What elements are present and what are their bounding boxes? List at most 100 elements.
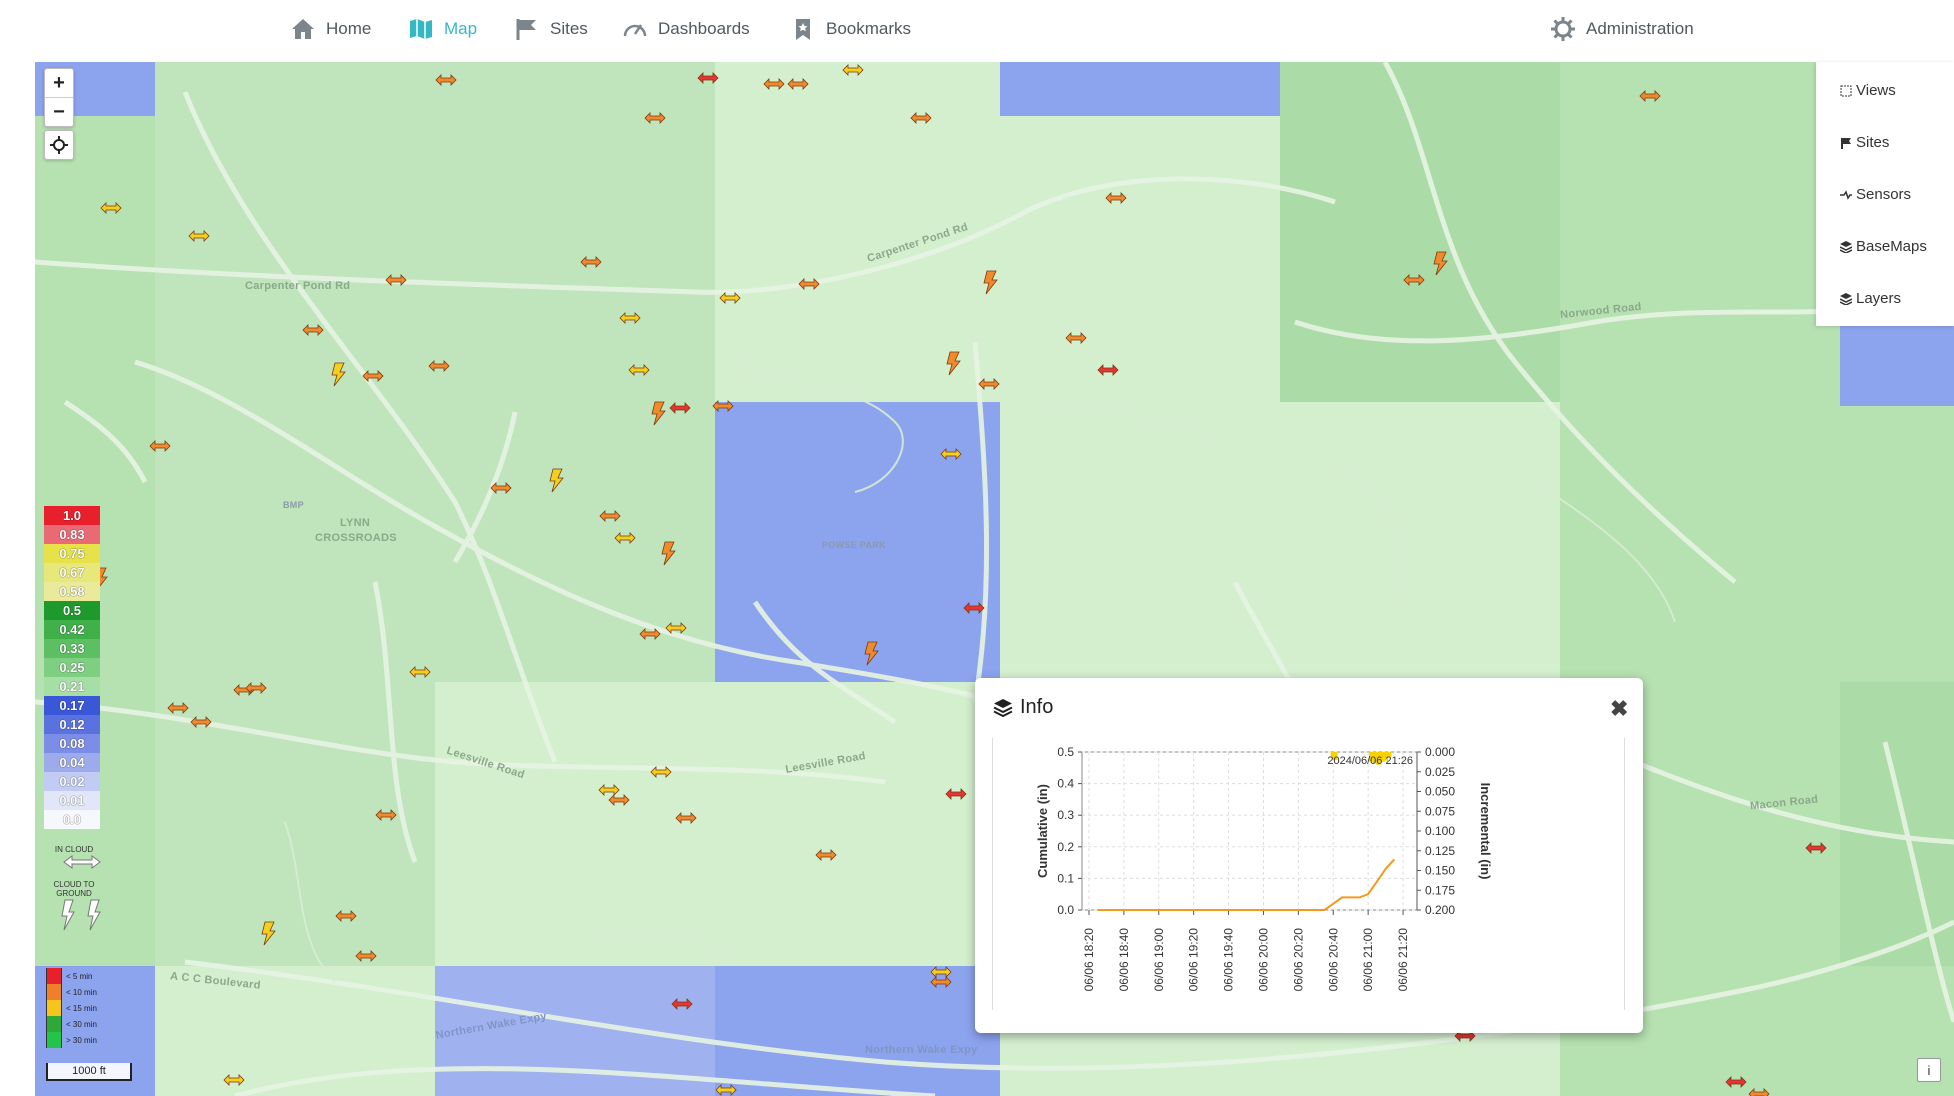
- legend-value: 0.33: [44, 639, 100, 658]
- legend-value: 0.21: [44, 677, 100, 696]
- panel-basemaps-button[interactable]: BaseMaps: [1840, 238, 1927, 255]
- zoom-in-button[interactable]: +: [53, 71, 65, 94]
- in-cloud-marker[interactable]: [1639, 90, 1661, 102]
- in-cloud-marker[interactable]: [1097, 364, 1119, 376]
- attribution-info-button[interactable]: i: [1917, 1058, 1941, 1082]
- in-cloud-marker[interactable]: [608, 794, 630, 806]
- in-cloud-marker[interactable]: [671, 998, 693, 1010]
- in-cloud-marker[interactable]: [675, 812, 697, 824]
- in-cloud-marker[interactable]: [639, 628, 661, 640]
- in-cloud-marker[interactable]: [1748, 1088, 1770, 1096]
- in-cloud-marker[interactable]: [697, 72, 719, 84]
- cloud-to-ground-marker[interactable]: [660, 540, 678, 566]
- nav-dashboards[interactable]: Dashboards: [622, 14, 750, 44]
- in-cloud-marker[interactable]: [650, 766, 672, 778]
- in-cloud-marker[interactable]: [1403, 274, 1425, 286]
- panel-layers-button[interactable]: Layers: [1840, 290, 1901, 307]
- close-button[interactable]: ✖: [1610, 696, 1629, 721]
- y2-tick-label: 0.100: [1425, 824, 1455, 838]
- in-cloud-marker[interactable]: [435, 74, 457, 86]
- in-cloud-marker[interactable]: [1065, 332, 1087, 344]
- in-cloud-marker[interactable]: [375, 809, 397, 821]
- incremental-bar: [1386, 752, 1392, 757]
- in-cloud-marker[interactable]: [580, 256, 602, 268]
- in-cloud-marker[interactable]: [614, 532, 636, 544]
- in-cloud-marker[interactable]: [1725, 1076, 1747, 1088]
- legend-value: 0.12: [44, 715, 100, 734]
- in-cloud-marker[interactable]: [599, 510, 621, 522]
- in-cloud-marker[interactable]: [1805, 842, 1827, 854]
- in-cloud-marker[interactable]: [490, 482, 512, 494]
- in-cloud-marker[interactable]: [149, 440, 171, 452]
- age-swatch: [46, 968, 62, 984]
- in-cloud-marker[interactable]: [787, 78, 809, 90]
- cloud-to-ground-marker[interactable]: [260, 920, 278, 946]
- legend-value: 0.17: [44, 696, 100, 715]
- in-cloud-marker[interactable]: [910, 112, 932, 124]
- cloud-to-ground-marker[interactable]: [863, 640, 881, 666]
- in-cloud-marker[interactable]: [167, 702, 189, 714]
- panel-views-button[interactable]: Views: [1840, 82, 1896, 99]
- y2-tick-label: 0.050: [1425, 785, 1455, 799]
- cloud-to-ground-marker[interactable]: [330, 361, 348, 387]
- in-cloud-marker[interactable]: [815, 849, 837, 861]
- locate-button[interactable]: [45, 131, 73, 159]
- in-cloud-marker[interactable]: [842, 64, 864, 76]
- in-cloud-marker[interactable]: [940, 448, 962, 460]
- map-canvas[interactable]: Carpenter Pond Rd Carpenter Pond Rd LYNN…: [35, 62, 1954, 1096]
- nav-map[interactable]: Map: [408, 14, 477, 44]
- cloud-to-ground-marker[interactable]: [945, 350, 963, 376]
- in-cloud-marker[interactable]: [628, 364, 650, 376]
- nav-home[interactable]: Home: [290, 14, 371, 44]
- in-cloud-marker[interactable]: [223, 1074, 245, 1086]
- in-cloud-marker[interactable]: [598, 784, 620, 796]
- in-cloud-marker[interactable]: [188, 230, 210, 242]
- in-cloud-marker[interactable]: [712, 400, 734, 412]
- in-cloud-marker[interactable]: [619, 312, 641, 324]
- in-cloud-marker[interactable]: [302, 324, 324, 336]
- incremental-bar: [1332, 752, 1338, 760]
- in-cloud-marker[interactable]: [362, 370, 384, 382]
- legend-value: 0.58: [44, 582, 100, 601]
- in-cloud-marker[interactable]: [963, 602, 985, 614]
- plot-area: [1081, 751, 1418, 911]
- cloud-to-ground-marker[interactable]: [982, 269, 1000, 295]
- in-cloud-marker[interactable]: [930, 976, 952, 988]
- in-cloud-marker[interactable]: [945, 788, 967, 800]
- in-cloud-marker[interactable]: [409, 666, 431, 678]
- in-cloud-marker[interactable]: [355, 950, 377, 962]
- park-label: POWSE PARK: [822, 540, 886, 550]
- cloud-to-ground-marker[interactable]: [1432, 250, 1450, 276]
- in-cloud-marker[interactable]: [719, 292, 741, 304]
- in-cloud-marker[interactable]: [930, 966, 952, 978]
- zoom-out-button[interactable]: −: [45, 97, 73, 126]
- age-label: < 15 min: [66, 1003, 97, 1013]
- cloud-to-ground-marker[interactable]: [650, 400, 668, 426]
- in-cloud-marker[interactable]: [190, 716, 212, 728]
- in-cloud-marker[interactable]: [644, 112, 666, 124]
- in-cloud-marker[interactable]: [428, 360, 450, 372]
- age-legend-row: < 30 min: [46, 1016, 118, 1032]
- cloud-to-ground-marker[interactable]: [548, 467, 566, 493]
- in-cloud-marker[interactable]: [715, 1084, 737, 1096]
- nav-sites[interactable]: Sites: [514, 14, 588, 44]
- in-cloud-marker[interactable]: [978, 378, 1000, 390]
- in-cloud-marker[interactable]: [385, 274, 407, 286]
- grid-cell: [155, 402, 435, 682]
- panel-sites-button[interactable]: Sites: [1840, 134, 1889, 151]
- in-cloud-marker[interactable]: [763, 78, 785, 90]
- in-cloud-marker[interactable]: [665, 622, 687, 634]
- in-cloud-marker[interactable]: [335, 910, 357, 922]
- grid-cell: [435, 682, 715, 966]
- in-cloud-marker[interactable]: [100, 202, 122, 214]
- nav-administration[interactable]: Administration: [1550, 14, 1694, 44]
- nav-bookmarks[interactable]: Bookmarks: [790, 14, 911, 44]
- in-cloud-marker[interactable]: [1454, 1030, 1476, 1042]
- in-cloud-marker[interactable]: [245, 682, 267, 694]
- in-cloud-marker[interactable]: [798, 278, 820, 290]
- panel-sensors-button[interactable]: Sensors: [1840, 186, 1911, 203]
- in-cloud-marker[interactable]: [1105, 192, 1127, 204]
- in-cloud-marker[interactable]: [669, 402, 691, 414]
- lightning-age-legend: < 5 min < 10 min < 15 min < 30 min > 30 min: [46, 968, 118, 1048]
- grid-cell: [1560, 116, 1840, 402]
